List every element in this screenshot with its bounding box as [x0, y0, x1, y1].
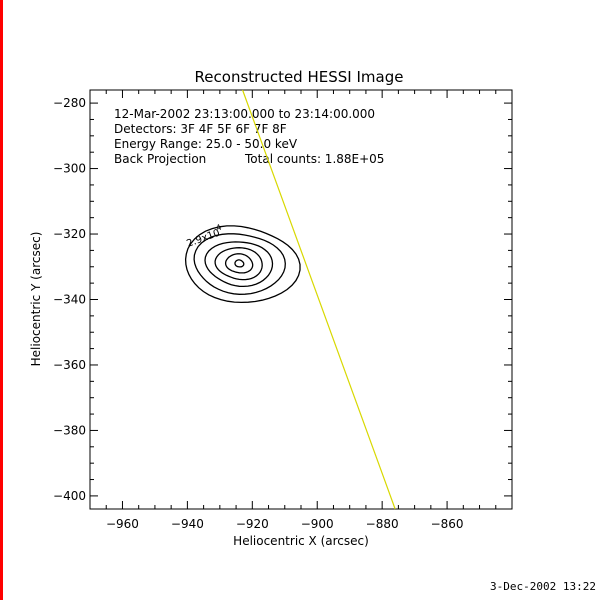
y-tick-label: −360: [53, 358, 86, 372]
x-tick-label: −940: [171, 517, 204, 531]
contour-level-6: [234, 259, 245, 268]
y-tick-label: −380: [53, 423, 86, 437]
annotation-total-counts: Total counts: 1.88E+05: [244, 152, 384, 166]
y-tick-label: −320: [53, 227, 86, 241]
y-axis-label: Heliocentric Y (arcsec): [29, 232, 43, 367]
axis-ticks: [89, 90, 513, 509]
contour-level-3: [204, 241, 274, 288]
y-tick-label: −340: [53, 293, 86, 307]
contour-level-1: [184, 225, 301, 304]
y-tick-labels: −280 −300 −320 −340 −360 −380 −400: [53, 96, 86, 503]
plot-timestamp: 3-Dec-2002 13:22: [490, 580, 596, 593]
annotation-block: 12-Mar-2002 23:13:00.000 to 23:14:00.000…: [114, 107, 384, 166]
annotation-time-range: 12-Mar-2002 23:13:00.000 to 23:14:00.000: [114, 107, 375, 121]
x-tick-label: −920: [236, 517, 269, 531]
contour-group: [184, 225, 301, 304]
y-tick-label: −300: [53, 162, 86, 176]
x-tick-label: −880: [366, 517, 399, 531]
x-axis-label: Heliocentric X (arcsec): [233, 534, 369, 548]
contour-level-2: [193, 233, 286, 295]
contour-level-label: 2.9x10 4: [185, 223, 223, 250]
contour-label-exponent: 4: [215, 223, 223, 233]
annotation-energy-range: Energy Range: 25.0 - 50.0 keV: [114, 137, 298, 151]
x-tick-labels: −960 −940 −920 −900 −880 −860: [106, 517, 464, 531]
y-tick-label: −400: [53, 489, 86, 503]
x-tick-label: −860: [431, 517, 464, 531]
contour-level-5: [224, 253, 254, 274]
annotation-detectors: Detectors: 3F 4F 5F 6F 7F 8F: [114, 122, 287, 136]
y-tick-label: −280: [53, 96, 86, 110]
chart-title: Reconstructed HESSI Image: [195, 68, 404, 86]
solar-limb-line: [242, 89, 396, 510]
annotation-method: Back Projection: [114, 152, 206, 166]
x-tick-label: −900: [301, 517, 334, 531]
contour-level-4: [214, 247, 263, 281]
left-edge-bar: [0, 0, 3, 600]
x-tick-label: −960: [106, 517, 139, 531]
